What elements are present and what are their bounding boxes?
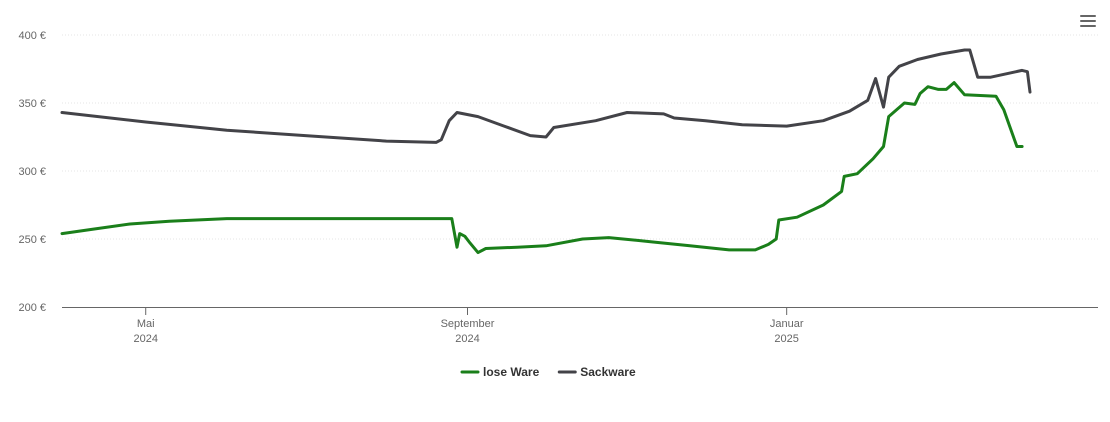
x-tick-label: 2025 (774, 333, 798, 345)
series-line (60, 48, 1032, 144)
x-tick-label: September (441, 318, 495, 330)
legend-label: Sackware (580, 365, 636, 379)
menu-bar (1080, 25, 1096, 27)
series-line (60, 81, 1024, 255)
y-tick-label: 250 € (18, 234, 46, 246)
x-tick-label: 2024 (133, 333, 157, 345)
legend-label: lose Ware (483, 365, 540, 379)
menu-bar (1080, 15, 1096, 17)
x-tick-label: 2024 (455, 333, 479, 345)
y-tick-label: 400 € (18, 30, 46, 42)
y-axis: 200 € 250 € 300 € 350 € 400 € (18, 30, 46, 314)
legend[interactable]: lose Ware Sackware (460, 365, 636, 379)
menu-bar (1080, 20, 1096, 22)
x-tick-label: Januar (770, 318, 804, 330)
y-tick-label: 200 € (18, 302, 46, 314)
y-tick-label: 350 € (18, 98, 46, 110)
x-tick-label: Mai (137, 318, 155, 330)
grid-lines (62, 34, 1098, 240)
x-axis: Mai 2024 September 2024 Januar 2025 (62, 307, 1098, 345)
chart-menu-button[interactable] (1078, 12, 1098, 32)
y-tick-label: 300 € (18, 166, 46, 178)
series-group (60, 48, 1032, 255)
